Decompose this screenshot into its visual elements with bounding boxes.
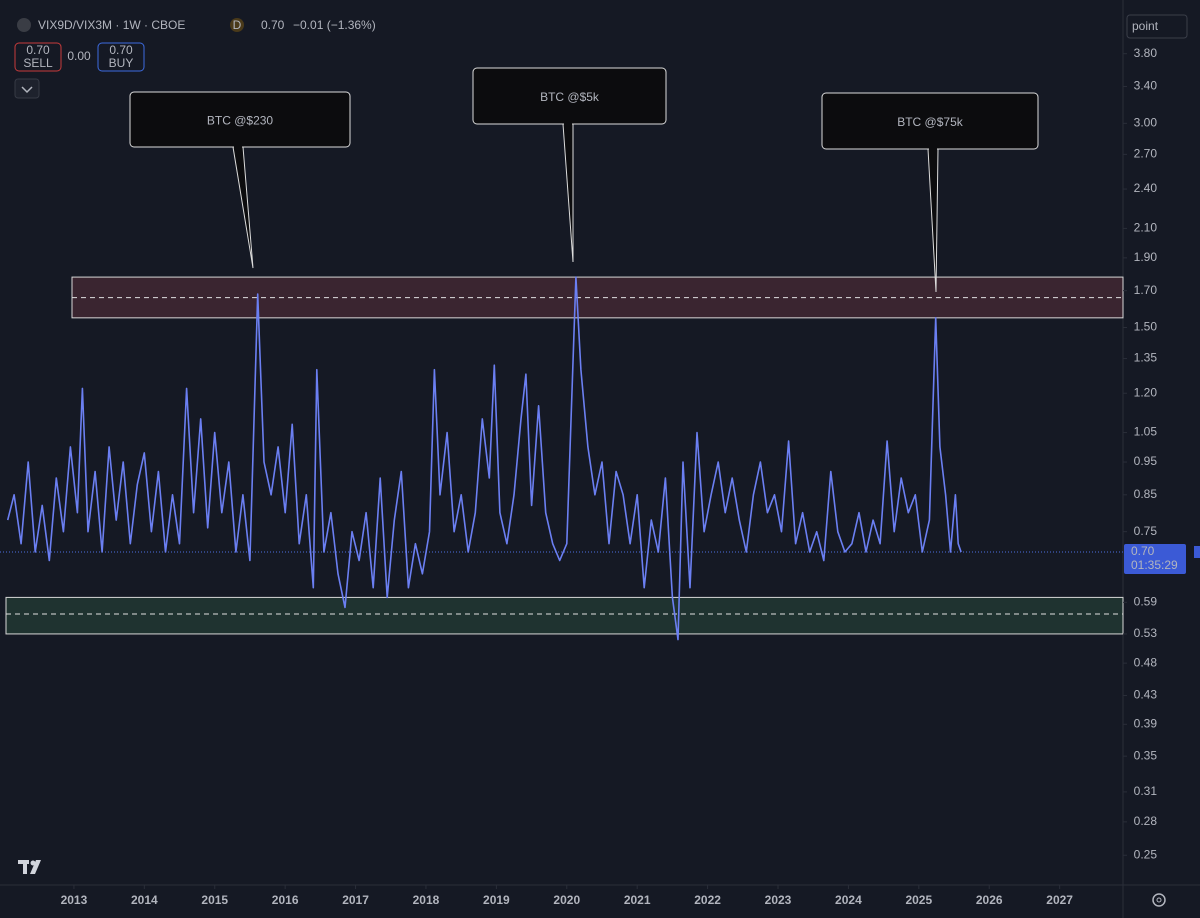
x-tick-label: 2027 <box>1046 893 1073 907</box>
symbol-icon <box>17 18 31 32</box>
x-tick-label: 2026 <box>976 893 1003 907</box>
annotation: BTC @$75k <box>897 115 964 129</box>
y-tick-label: 0.95 <box>1134 454 1158 468</box>
collapse-button[interactable] <box>14 78 40 99</box>
sell-price: 0.70 <box>26 43 50 57</box>
tv-logo <box>18 860 41 874</box>
buy-button[interactable] <box>97 42 145 72</box>
price: 0.70 <box>261 18 285 32</box>
sell-button[interactable] <box>14 42 62 72</box>
x-tick-label: 2015 <box>201 893 228 907</box>
y-tick-label: 2.70 <box>1134 147 1158 161</box>
y-tick-label: 1.35 <box>1134 351 1158 365</box>
x-tick-label: 2016 <box>272 893 299 907</box>
y-tick-label: 2.40 <box>1134 181 1158 195</box>
x-tick-label: 2023 <box>765 893 792 907</box>
sell-label: SELL <box>23 56 53 70</box>
y-tick-label: 0.75 <box>1134 524 1158 538</box>
x-tick-label: 2013 <box>61 893 88 907</box>
y-tick-label: 0.25 <box>1134 847 1158 861</box>
annotation: BTC @$230 <box>207 114 274 128</box>
settings-icon[interactable] <box>1152 893 1166 907</box>
buy-label: BUY <box>109 56 134 70</box>
callout-seam <box>929 148 937 150</box>
y-tick-label: 1.90 <box>1134 250 1158 264</box>
series-line <box>6 276 962 641</box>
buy-price: 0.70 <box>109 43 133 57</box>
badge: D <box>233 18 242 32</box>
symbol: VIX9D/VIX3M · 1W · CBOE <box>38 18 185 32</box>
annotation: BTC @$5k <box>540 90 600 104</box>
y-tick-label: 0.31 <box>1134 784 1158 798</box>
y-tick-label: 0.85 <box>1134 487 1158 501</box>
x-tick-label: 2024 <box>835 893 862 907</box>
x-tick-label: 2021 <box>624 893 651 907</box>
y-tick-label: 3.40 <box>1134 79 1158 93</box>
badge-bg <box>230 18 244 32</box>
last-price-label: 0.70 <box>1131 544 1155 558</box>
y-tick-label: 3.80 <box>1134 46 1158 60</box>
callout-seam <box>564 123 572 125</box>
y-tick-label: 0.28 <box>1134 814 1158 828</box>
plot <box>5 276 1124 635</box>
x-tick-label: 2019 <box>483 893 510 907</box>
scale-mode: point <box>1132 19 1159 33</box>
spread: 0.00 <box>67 49 91 63</box>
callout-pointer <box>232 146 254 269</box>
countdown: 01:35:29 <box>1131 558 1178 572</box>
y-tick-label: 0.59 <box>1134 595 1158 609</box>
x-tick-label: 2014 <box>131 893 158 907</box>
last-dot <box>1194 545 1200 558</box>
y-tick-label: 1.70 <box>1134 283 1158 297</box>
x-tick-label: 2018 <box>413 893 440 907</box>
change: −0.01 (−1.36%) <box>293 18 376 32</box>
x-tick-label: 2022 <box>694 893 721 907</box>
y-tick-label: 1.20 <box>1134 385 1158 399</box>
y-tick-label: 0.48 <box>1134 655 1158 669</box>
last-price-tag <box>1124 543 1186 574</box>
y-tick-label: 0.53 <box>1134 626 1158 640</box>
y-tick-label: 0.43 <box>1134 688 1158 702</box>
y-tick-label: 1.50 <box>1134 320 1158 334</box>
scale-mode-button[interactable] <box>1126 14 1188 39</box>
y-tick-label: 0.35 <box>1134 748 1158 762</box>
x-tick-label: 2017 <box>342 893 369 907</box>
y-tick-label: 2.10 <box>1134 221 1158 235</box>
y-tick-label: 3.00 <box>1134 116 1158 130</box>
callout-seam <box>234 146 242 148</box>
y-tick-label: 0.39 <box>1134 716 1158 730</box>
callout-pointer <box>562 123 574 263</box>
callout-pointer <box>927 148 939 293</box>
x-tick-label: 2025 <box>905 893 932 907</box>
x-tick-label: 2020 <box>553 893 580 907</box>
zone <box>5 596 1124 635</box>
y-tick-label: 1.05 <box>1134 425 1158 439</box>
chevron <box>21 86 33 94</box>
